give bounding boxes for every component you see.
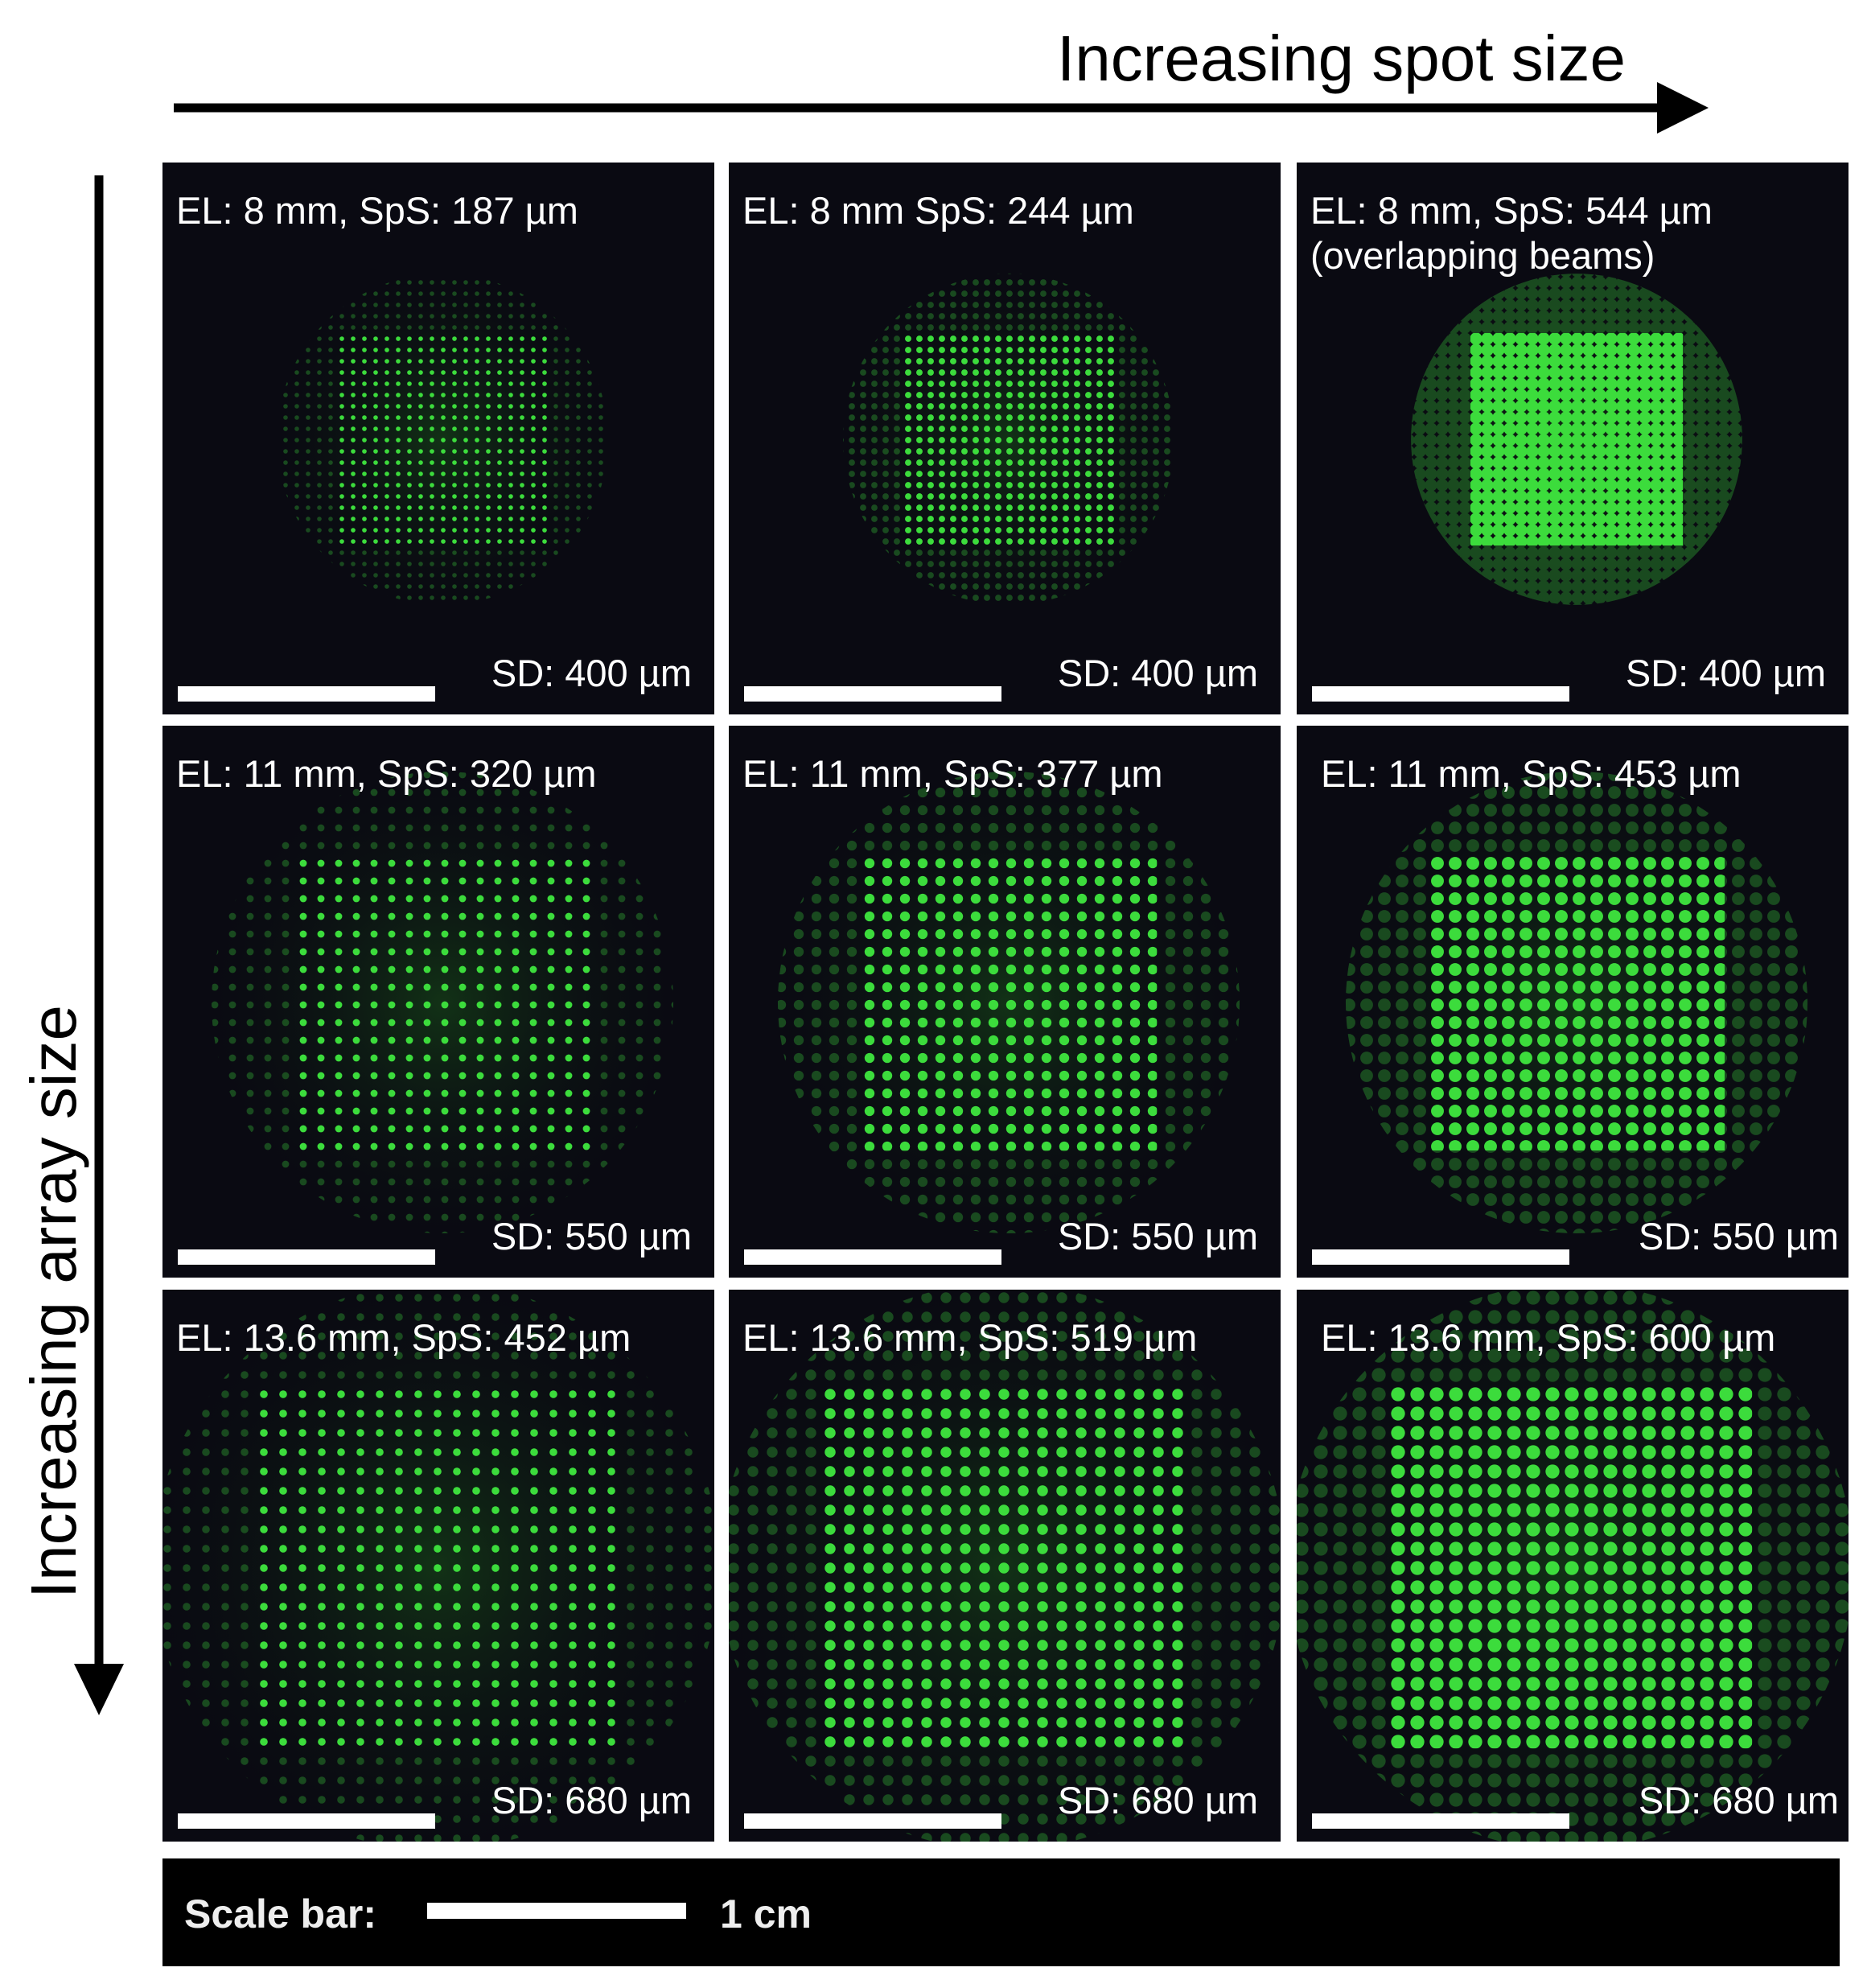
panel-scale-bar: [1312, 1249, 1569, 1265]
core-spots: [903, 333, 1115, 545]
spot-distance: SD: 680 µm: [491, 1779, 692, 1821]
x-arrowhead: [1657, 82, 1709, 134]
spot-distance: SD: 550 µm: [491, 1215, 692, 1257]
spot-distance: SD: 400 µm: [1625, 652, 1826, 694]
panel-scale-bar: [178, 1249, 435, 1265]
spot-array: [191, 751, 694, 1254]
spot-distance: SD: 680 µm: [1638, 1779, 1839, 1821]
panel-label: EL: 11 mm, SpS: 320 µm: [176, 752, 597, 795]
panel-note: (overlapping beams): [1310, 234, 1655, 277]
scale-bar: [427, 1903, 686, 1919]
core-spots: [1429, 854, 1725, 1150]
panel-scale-bar: [1312, 686, 1569, 702]
panel-label: EL: 13.6 mm, SpS: 519 µm: [742, 1316, 1198, 1359]
panel-label: EL: 11 mm, SpS: 453 µm: [1321, 752, 1742, 795]
spot-distance: SD: 400 µm: [1057, 652, 1258, 694]
panel: EL: 11 mm, SpS: 377 µm SD: 550 µm: [729, 726, 1281, 1278]
panel: EL: 8 mm, SpS: 187 µm SD: 400 µm: [162, 163, 714, 714]
core-spots: [1388, 1385, 1752, 1748]
spot-array: [162, 1290, 714, 1842]
core-spots: [336, 333, 549, 545]
spot-array: [757, 751, 1260, 1254]
spot-distance: SD: 400 µm: [491, 652, 692, 694]
panel-label: EL: 11 mm, SpS: 377 µm: [742, 752, 1163, 795]
panel-label: EL: 8 mm, SpS: 187 µm: [176, 189, 578, 232]
core-spots: [1470, 333, 1683, 545]
panel: EL: 8 mm, SpS: 544 µm (overlapping beams)…: [1297, 163, 1848, 714]
spot-array: [1297, 1290, 1848, 1842]
scale-bar-length: 1 cm: [720, 1891, 812, 1937]
panel-label: EL: 13.6 mm, SpS: 452 µm: [176, 1316, 631, 1359]
y-arrowhead: [74, 1664, 124, 1715]
spot-distance: SD: 550 µm: [1057, 1215, 1258, 1257]
spot-distance: SD: 680 µm: [1057, 1779, 1258, 1821]
y-axis-label: Increasing array size: [18, 1005, 89, 1599]
panel: EL: 13.6 mm, SpS: 519 µm SD: 680 µm: [729, 1290, 1281, 1842]
core-spots: [861, 854, 1157, 1150]
core-spots: [254, 1385, 618, 1748]
panel: EL: 11 mm, SpS: 453 µm SD: 550 µm: [1297, 726, 1848, 1278]
spot-distance: SD: 550 µm: [1638, 1215, 1839, 1257]
panel: EL: 13.6 mm, SpS: 452 µm SD: 680 µm: [162, 1290, 714, 1842]
spot-array: [1325, 751, 1828, 1254]
panel: EL: 8 mm SpS: 244 µm SD: 400 µm: [729, 163, 1281, 714]
core-spots: [820, 1385, 1184, 1748]
panel-scale-bar: [744, 686, 1001, 702]
panel-scale-bar: [744, 1249, 1001, 1265]
panel: EL: 11 mm, SpS: 320 µm SD: 550 µm: [162, 726, 714, 1278]
panel-label: EL: 8 mm, SpS: 544 µm: [1310, 189, 1713, 232]
spot-array: [261, 258, 623, 620]
panel-scale-bar: [178, 686, 435, 702]
scale-bar-label: Scale bar:: [184, 1891, 377, 1937]
panel-label: EL: 8 mm SpS: 244 µm: [742, 189, 1134, 232]
panel-scale-bar: [178, 1813, 435, 1829]
scale-bar-box: Scale bar: 1 cm: [162, 1858, 1840, 1966]
spot-array: [729, 1290, 1281, 1842]
spot-array: [828, 258, 1190, 620]
panel-scale-bar: [1312, 1813, 1569, 1829]
spot-array: [1396, 258, 1758, 620]
panel: EL: 13.6 mm, SpS: 600 µm SD: 680 µm: [1297, 1290, 1848, 1842]
x-axis-label: Increasing spot size: [1057, 23, 1626, 94]
core-spots: [294, 854, 590, 1150]
panel-scale-bar: [744, 1813, 1001, 1829]
panel-label: EL: 13.6 mm, SpS: 600 µm: [1321, 1316, 1776, 1359]
